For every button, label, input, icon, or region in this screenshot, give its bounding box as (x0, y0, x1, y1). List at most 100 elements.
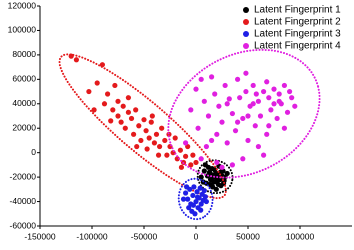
point (125, 109, 131, 115)
point (222, 82, 228, 89)
point (177, 147, 183, 153)
point (101, 101, 108, 107)
point (193, 86, 199, 92)
x-tick-label: -150000 (24, 231, 55, 241)
point (213, 186, 219, 192)
point (146, 135, 152, 141)
x-tick-label: 50000 (236, 231, 260, 241)
legend-marker (243, 43, 249, 49)
point (214, 159, 220, 166)
point (214, 131, 220, 137)
point (134, 143, 140, 150)
point (257, 113, 264, 119)
point (224, 140, 230, 146)
point (191, 184, 197, 190)
point (235, 119, 241, 125)
point (138, 137, 144, 144)
y-tick-label: 60000 (12, 74, 36, 84)
point (255, 143, 261, 150)
point (118, 119, 124, 125)
point (178, 164, 185, 170)
point (198, 174, 204, 180)
point (226, 96, 232, 102)
point (193, 198, 199, 205)
point (209, 74, 215, 80)
point (245, 137, 251, 144)
legend-marker (243, 7, 249, 13)
point (155, 152, 162, 158)
point (201, 98, 207, 104)
legend-label: Latent Fingerprint 1 (254, 5, 341, 16)
point (198, 156, 204, 162)
point (172, 135, 178, 141)
point (206, 169, 213, 175)
point (235, 76, 241, 82)
point (202, 194, 208, 200)
point (216, 103, 222, 109)
point (245, 113, 251, 119)
point (190, 152, 196, 158)
point (255, 98, 261, 104)
point (128, 115, 135, 122)
point (125, 95, 131, 101)
legend-marker (243, 19, 249, 25)
point (188, 107, 194, 113)
point (243, 70, 249, 76)
point (151, 140, 157, 146)
point (190, 192, 196, 199)
point (122, 125, 128, 131)
point (183, 140, 189, 146)
point (115, 98, 121, 104)
y-tick-label: -20000 (10, 171, 37, 181)
legend-marker (243, 31, 249, 37)
point (266, 123, 272, 129)
point (144, 146, 150, 152)
point (112, 82, 118, 89)
point (188, 162, 194, 168)
point (194, 194, 201, 200)
confidence-ellipse (177, 177, 214, 221)
y-tick-label: -40000 (10, 196, 37, 206)
y-tick-label: 0 (31, 147, 36, 157)
point (240, 115, 246, 122)
point (108, 118, 114, 124)
point (271, 101, 277, 107)
y-tick-label: 120000 (8, 0, 37, 10)
point (261, 88, 267, 95)
point (197, 185, 203, 191)
point (229, 110, 235, 117)
point (136, 123, 142, 129)
point (201, 168, 207, 174)
confidence-ellipse (196, 159, 234, 195)
point (209, 165, 215, 172)
point (252, 123, 258, 129)
point (217, 169, 224, 175)
point (212, 91, 218, 97)
point (94, 80, 100, 86)
point (91, 107, 97, 113)
point (183, 153, 189, 159)
point (133, 107, 139, 113)
point (250, 101, 256, 107)
point (202, 162, 208, 168)
x-tick-label: -100000 (76, 231, 107, 241)
point (274, 115, 280, 122)
point (190, 202, 196, 208)
y-tick-label: 20000 (12, 122, 36, 132)
point (205, 113, 212, 119)
point (115, 113, 121, 119)
confidence-ellipse (167, 48, 321, 179)
point (120, 103, 126, 109)
point (232, 128, 239, 134)
point (219, 164, 225, 170)
y-tick-label: 40000 (12, 98, 36, 108)
point (164, 152, 170, 158)
point (131, 131, 137, 137)
y-tick-label: 80000 (12, 49, 36, 59)
point (237, 95, 243, 101)
point (153, 131, 160, 137)
point (281, 82, 287, 89)
point (157, 143, 163, 150)
point (243, 88, 249, 95)
point (86, 88, 92, 95)
